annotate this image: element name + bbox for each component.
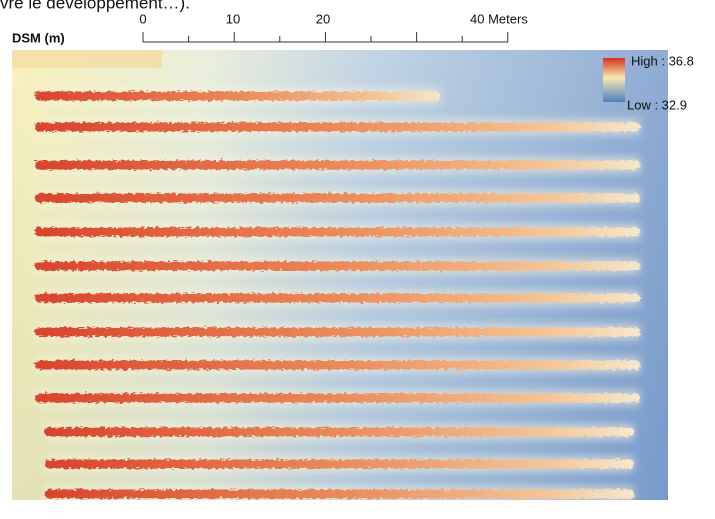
scale-label: 40 Meters: [470, 11, 528, 26]
crop-row: [45, 459, 634, 469]
crop-row: [35, 160, 640, 170]
scale-label: 20: [316, 11, 330, 26]
crop-row: [35, 122, 640, 132]
scale-label: 0: [139, 11, 146, 26]
crop-row: [45, 427, 634, 437]
crop-row: [35, 327, 640, 337]
scale-bar: [142, 32, 509, 43]
caption-fragment: vre le développement…).: [0, 0, 190, 12]
crop-row: [35, 227, 640, 237]
crop-row: [35, 393, 640, 403]
legend-low: Low : 32.9: [627, 97, 687, 112]
crop-row: [35, 360, 640, 370]
legend-high: High : 36.8: [631, 53, 694, 68]
crop-rows: [35, 88, 640, 502]
raster-edge: [12, 50, 162, 68]
legend-ramp: [603, 58, 625, 102]
crop-row: [35, 193, 640, 203]
crop-row: [35, 261, 640, 271]
crop-row: [45, 489, 634, 499]
crop-row: [35, 293, 640, 303]
layer-name: DSM (m): [12, 30, 65, 45]
crop-row: [35, 91, 440, 101]
scale-label: 10: [226, 11, 240, 26]
